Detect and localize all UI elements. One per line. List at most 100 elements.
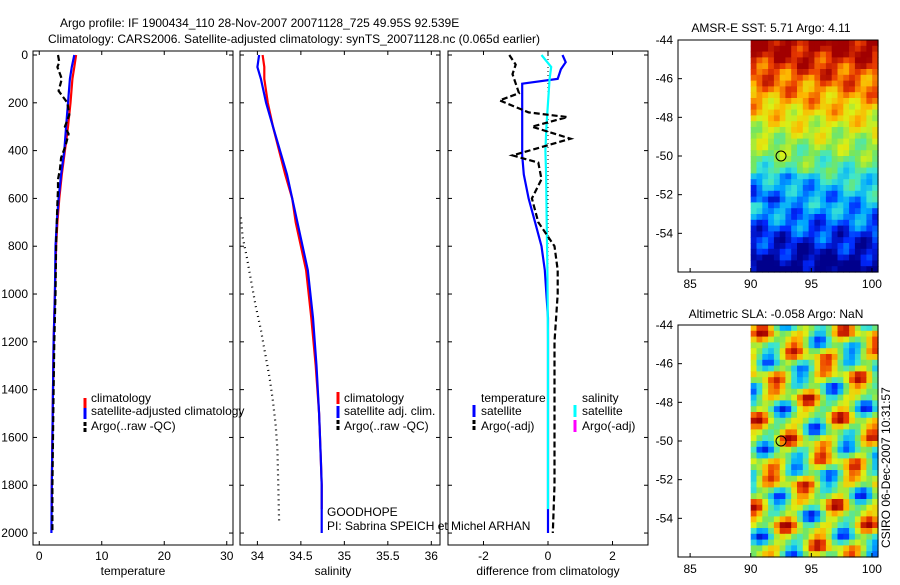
amsre_sst-cell xyxy=(825,103,833,111)
altimetric_sla-cell xyxy=(802,510,810,517)
legend-satellite-label: satellite-adjusted climatology xyxy=(91,404,244,418)
amsre_sst-cell xyxy=(785,86,792,93)
amsre_sst-cell xyxy=(768,208,775,215)
altimetric_sla-cell xyxy=(849,487,856,494)
amsre_sst-cell xyxy=(762,248,769,256)
amsre_sst-cell xyxy=(825,266,833,273)
altimetric_sla-cell xyxy=(849,394,856,401)
amsre_sst-cell xyxy=(860,260,867,267)
altimetric_sla-cell xyxy=(779,533,787,541)
altimetric_sla-cell xyxy=(872,441,879,448)
altimetric_sla-cell xyxy=(843,458,850,465)
amsre_sst-cell xyxy=(773,237,781,244)
amsre_sst-cell xyxy=(825,80,833,87)
amsre_sst-cell xyxy=(762,127,769,134)
altimetric_sla-cell xyxy=(820,354,827,361)
amsre_sst-cell xyxy=(756,115,763,122)
altimetric_sla-cell xyxy=(860,417,867,425)
amsre_sst-cell xyxy=(773,63,781,70)
altimetric_sla-cell xyxy=(825,452,833,459)
altimetric_sla-cell xyxy=(837,522,844,529)
altimetric_sla-cell xyxy=(779,359,787,367)
amsre_sst-cell xyxy=(837,231,844,238)
amsre_sst-cell xyxy=(849,243,856,250)
altimetric_sla-cell xyxy=(797,499,804,506)
altimetric_sla-cell xyxy=(756,551,763,558)
amsre_sst-cell xyxy=(866,196,873,203)
altimetric_sla-cell xyxy=(843,528,850,535)
amsre_sst-cell xyxy=(797,161,804,169)
amsre_sst-cell xyxy=(779,80,787,87)
legend-temp-argo-label: Argo(-adj) xyxy=(481,419,534,433)
amsre_sst-cell xyxy=(779,51,787,58)
altimetric_sla-cell xyxy=(860,406,867,413)
amsre_sst-cell xyxy=(797,231,804,238)
amsre_sst-cell xyxy=(756,248,763,256)
altimetric_sla-cell xyxy=(750,475,758,483)
altimetric_sla-cell xyxy=(825,441,833,448)
amsre_sst-cell xyxy=(854,103,862,111)
amsre_sst-cell xyxy=(849,144,856,151)
amsre_sst-cell xyxy=(820,266,827,273)
altimetric_sla-cell xyxy=(837,493,844,500)
altimetric_sla-cell xyxy=(831,348,839,355)
amsre_sst-cell xyxy=(779,69,787,76)
amsre_sst-cell xyxy=(837,138,844,145)
amsre_sst-cell xyxy=(768,254,775,261)
altimetric_sla-cell xyxy=(808,458,815,465)
altimetric_sla-cell xyxy=(872,522,879,529)
altimetric_sla-cell xyxy=(825,510,833,517)
amsre_sst-cell xyxy=(872,63,879,70)
altimetric_sla-cell xyxy=(866,464,873,471)
altimetric_sla-cell xyxy=(872,330,879,338)
altimetric_sla-cell xyxy=(779,423,787,430)
altimetric_sla-cell xyxy=(756,493,763,500)
altimetric_sla-cell xyxy=(872,371,879,378)
amsre_sst-cell xyxy=(797,121,804,128)
altimetric_sla-cell xyxy=(831,342,839,349)
amsre_sst-cell xyxy=(802,132,810,140)
amsre_sst-cell xyxy=(750,121,758,128)
amsre_sst-cell xyxy=(768,150,775,157)
amsre_sst-cell xyxy=(785,132,792,140)
amsre_sst-cell xyxy=(860,208,867,215)
amsre_sst-cell xyxy=(825,243,833,250)
amsre_sst-cell xyxy=(872,167,879,174)
amsre_sst-cell xyxy=(756,74,763,82)
altimetric_sla-cell xyxy=(866,441,873,448)
altimetric_sla-cell xyxy=(773,493,781,500)
altimetric_sla-cell xyxy=(825,423,833,430)
altimetric_sla-cell xyxy=(785,551,792,558)
altimetric_sla-cell xyxy=(756,388,763,396)
amsre_sst-cell xyxy=(872,185,879,192)
amsre_sst-cell xyxy=(860,214,867,221)
altimetric_sla-cell xyxy=(854,522,862,529)
altimetric_sla-cell xyxy=(872,452,879,459)
altimetric_sla-cell xyxy=(831,522,839,529)
altimetric_sla-cell xyxy=(808,481,815,488)
amsre_sst-cell xyxy=(849,40,856,47)
altimetric_sla-cell xyxy=(825,481,833,488)
altimetric_sla-cell xyxy=(802,359,810,367)
amsre_sst-cell xyxy=(762,219,769,227)
altimetric_sla-cell xyxy=(854,325,862,332)
amsre_sst-cell xyxy=(837,121,844,128)
amsre_sst-cell xyxy=(802,80,810,87)
altimetric_sla-cell xyxy=(773,452,781,459)
amsre_sst-cell xyxy=(802,51,810,58)
amsre_sst-cell xyxy=(843,173,850,180)
altimetric_sla-cell xyxy=(843,336,850,343)
altimetric_sla-cell xyxy=(797,365,804,372)
amsre_sst-cell xyxy=(808,109,815,116)
altimetric_sla-cell xyxy=(866,383,873,390)
altimetric_sla-cell xyxy=(802,325,810,332)
altimetric_sla-cell xyxy=(791,493,798,500)
altimetric_sla-cell xyxy=(762,516,769,523)
altimetric_sla-cell xyxy=(750,435,758,442)
altimetric_sla-cell xyxy=(849,429,856,436)
altimetric_sla-cell xyxy=(820,359,827,367)
amsre_sst-cell xyxy=(825,161,833,169)
altimetric_sla-cell xyxy=(825,528,833,535)
altimetric_sla-cell xyxy=(854,406,862,413)
amsre_sst-cell xyxy=(837,161,844,169)
